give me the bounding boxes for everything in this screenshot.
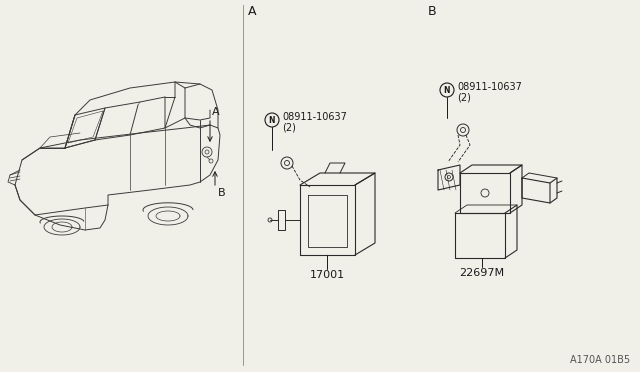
Text: N: N xyxy=(269,115,275,125)
Text: A: A xyxy=(212,107,220,117)
Text: (2): (2) xyxy=(282,122,296,132)
Text: N: N xyxy=(444,86,451,94)
Text: A: A xyxy=(248,5,257,18)
Text: 17001: 17001 xyxy=(309,270,344,280)
Text: B: B xyxy=(218,188,226,198)
Text: A170A 01B5: A170A 01B5 xyxy=(570,355,630,365)
Text: 22697M: 22697M xyxy=(460,268,504,278)
Text: B: B xyxy=(428,5,436,18)
Text: (2): (2) xyxy=(457,92,471,102)
Text: 08911-10637: 08911-10637 xyxy=(282,112,347,122)
Text: 08911-10637: 08911-10637 xyxy=(457,82,522,92)
